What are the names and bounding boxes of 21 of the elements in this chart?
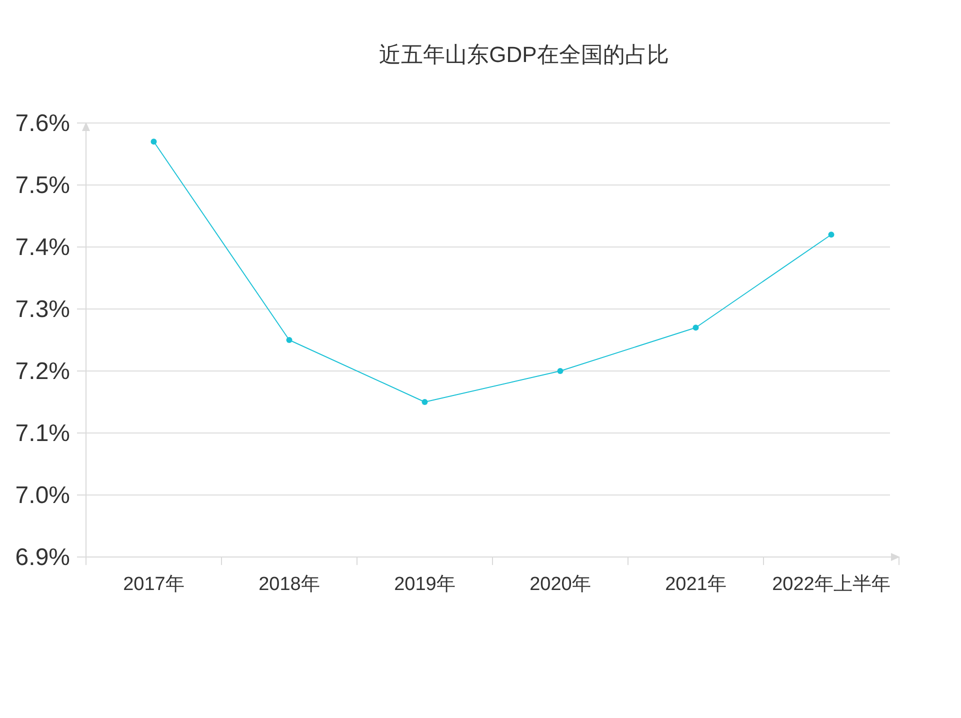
y-tick-label: 6.9% [15, 544, 70, 571]
y-tick-label: 7.5% [15, 172, 70, 199]
point [557, 368, 564, 374]
y-tick-label: 7.4% [15, 234, 70, 261]
point [150, 138, 157, 145]
x-tick-label: 2021年 [665, 574, 726, 595]
y-tick-label: 7.0% [15, 482, 70, 509]
x-tick-label: 2022年上半年 [772, 574, 890, 595]
point [828, 232, 834, 238]
x-tick-label: 2018年 [258, 574, 320, 595]
x-tick-label: 2017年 [123, 574, 184, 595]
x-tick-label: 2019年 [394, 574, 456, 595]
point [422, 399, 428, 405]
x-tick-label: 2020年 [530, 574, 591, 595]
point [286, 337, 292, 343]
title: 近五年山东GDP在全国的占比 [379, 42, 669, 67]
y-tick-label: 7.1% [15, 420, 70, 447]
point [692, 324, 699, 331]
y-tick-label: 7.6% [15, 110, 70, 137]
y-tick-label: 7.2% [15, 358, 70, 385]
y-tick-label: 7.3% [15, 296, 70, 323]
